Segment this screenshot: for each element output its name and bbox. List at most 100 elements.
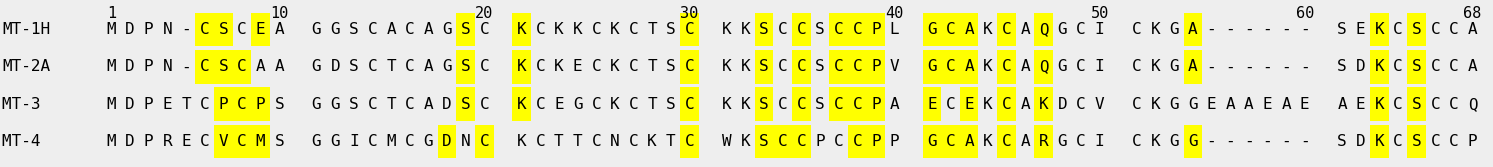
Text: 10: 10 xyxy=(270,6,288,21)
Text: P: P xyxy=(870,59,881,74)
Text: K: K xyxy=(1039,97,1048,112)
Text: -: - xyxy=(1206,134,1217,149)
Text: C: C xyxy=(1430,134,1441,149)
Text: G: G xyxy=(312,134,321,149)
Text: S: S xyxy=(815,97,824,112)
Text: C: C xyxy=(479,59,490,74)
FancyBboxPatch shape xyxy=(791,125,811,158)
Text: S: S xyxy=(1412,97,1421,112)
FancyBboxPatch shape xyxy=(1184,50,1202,84)
Text: G: G xyxy=(312,97,321,112)
Text: T: T xyxy=(181,97,191,112)
Text: A: A xyxy=(1188,59,1197,74)
FancyBboxPatch shape xyxy=(923,125,941,158)
Text: G: G xyxy=(424,134,433,149)
Text: K: K xyxy=(723,22,732,37)
Text: A: A xyxy=(1020,22,1030,37)
FancyBboxPatch shape xyxy=(960,13,978,46)
Text: C: C xyxy=(1002,97,1011,112)
Text: K: K xyxy=(554,59,564,74)
FancyBboxPatch shape xyxy=(1371,125,1388,158)
Text: G: G xyxy=(312,59,321,74)
FancyBboxPatch shape xyxy=(791,50,811,84)
Text: M: M xyxy=(106,97,116,112)
Text: N: N xyxy=(163,22,172,37)
FancyBboxPatch shape xyxy=(754,50,773,84)
Text: A: A xyxy=(890,97,899,112)
Text: S: S xyxy=(815,59,824,74)
Text: C: C xyxy=(853,22,861,37)
Text: A: A xyxy=(1226,97,1235,112)
FancyBboxPatch shape xyxy=(754,88,773,121)
Text: C: C xyxy=(853,97,861,112)
Text: C: C xyxy=(796,97,806,112)
Text: E: E xyxy=(573,59,582,74)
Text: C: C xyxy=(796,59,806,74)
Text: E: E xyxy=(255,22,266,37)
FancyBboxPatch shape xyxy=(681,88,699,121)
Text: G: G xyxy=(1188,97,1197,112)
Text: C: C xyxy=(200,22,209,37)
Text: P: P xyxy=(870,134,881,149)
Text: P: P xyxy=(143,59,154,74)
Text: C: C xyxy=(367,22,378,37)
FancyBboxPatch shape xyxy=(997,13,1015,46)
Text: -: - xyxy=(1206,59,1217,74)
Text: D: D xyxy=(125,59,134,74)
Text: C: C xyxy=(796,22,806,37)
Text: -: - xyxy=(181,59,191,74)
Text: MT-4: MT-4 xyxy=(1,134,51,149)
Text: C: C xyxy=(1450,97,1459,112)
FancyBboxPatch shape xyxy=(960,88,978,121)
Text: A: A xyxy=(255,59,266,74)
Text: C: C xyxy=(778,134,787,149)
Text: -: - xyxy=(1263,134,1272,149)
Text: S: S xyxy=(461,97,470,112)
Text: C: C xyxy=(591,22,602,37)
Text: C: C xyxy=(200,97,209,112)
Text: S: S xyxy=(218,59,228,74)
Text: G: G xyxy=(927,59,936,74)
Text: C: C xyxy=(200,59,209,74)
FancyBboxPatch shape xyxy=(681,125,699,158)
Text: S: S xyxy=(349,22,358,37)
Text: K: K xyxy=(982,59,993,74)
FancyBboxPatch shape xyxy=(475,125,494,158)
Text: E: E xyxy=(163,97,172,112)
Text: S: S xyxy=(666,22,676,37)
Text: G: G xyxy=(330,22,340,37)
Text: D: D xyxy=(442,97,452,112)
Text: E: E xyxy=(1356,97,1366,112)
Text: C: C xyxy=(685,22,694,37)
Text: K: K xyxy=(517,59,527,74)
Text: S: S xyxy=(349,59,358,74)
Text: A: A xyxy=(1281,97,1291,112)
Text: -: - xyxy=(1300,22,1309,37)
Text: E: E xyxy=(554,97,564,112)
Text: C: C xyxy=(405,59,415,74)
Text: MT-3: MT-3 xyxy=(1,97,51,112)
Text: T: T xyxy=(387,97,396,112)
Text: E: E xyxy=(181,134,191,149)
Text: -: - xyxy=(1263,22,1272,37)
Text: 50: 50 xyxy=(1090,6,1109,21)
Text: S: S xyxy=(666,97,676,112)
Text: K: K xyxy=(611,97,620,112)
Text: C: C xyxy=(479,134,490,149)
FancyBboxPatch shape xyxy=(791,13,811,46)
Text: D: D xyxy=(125,97,134,112)
Text: C: C xyxy=(1076,97,1085,112)
Text: S: S xyxy=(1338,59,1347,74)
Text: M: M xyxy=(255,134,266,149)
Text: K: K xyxy=(1151,22,1160,37)
Text: N: N xyxy=(461,134,470,149)
Text: -: - xyxy=(1244,134,1254,149)
Text: C: C xyxy=(367,97,378,112)
FancyBboxPatch shape xyxy=(681,13,699,46)
Text: K: K xyxy=(982,97,993,112)
Text: C: C xyxy=(1076,134,1085,149)
Text: G: G xyxy=(1169,59,1179,74)
Text: A: A xyxy=(275,22,284,37)
Text: -: - xyxy=(1244,59,1254,74)
Text: C: C xyxy=(1076,22,1085,37)
